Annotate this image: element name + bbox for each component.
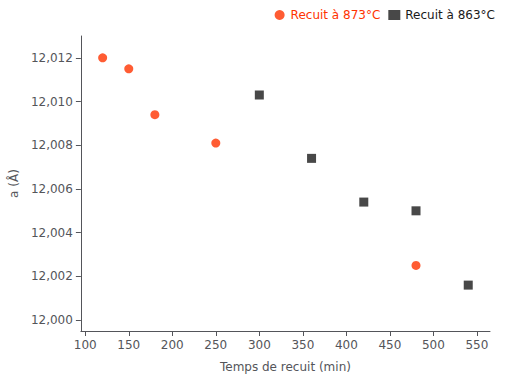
svg-text:12,004: 12,004 [31,226,73,240]
svg-text:a (Å): a (Å) [6,169,21,198]
svg-text:250: 250 [204,338,227,352]
svg-text:12,006: 12,006 [31,182,73,196]
svg-text:Recuit à 863°C: Recuit à 863°C [405,8,495,22]
svg-text:300: 300 [248,338,271,352]
svg-text:150: 150 [117,338,140,352]
svg-text:12,010: 12,010 [31,95,73,109]
svg-text:350: 350 [291,338,314,352]
svg-text:450: 450 [378,338,401,352]
svg-text:200: 200 [161,338,184,352]
svg-text:400: 400 [335,338,358,352]
svg-text:Recuit à 873°C: Recuit à 873°C [291,8,381,22]
svg-text:100: 100 [74,338,97,352]
svg-text:Temps de recuit (min): Temps de recuit (min) [219,360,351,374]
svg-text:550: 550 [465,338,488,352]
svg-text:500: 500 [422,338,445,352]
svg-text:12,008: 12,008 [31,138,73,152]
svg-text:12,012: 12,012 [31,51,73,65]
svg-text:12,000: 12,000 [31,313,73,327]
svg-text:12,002: 12,002 [31,269,73,283]
